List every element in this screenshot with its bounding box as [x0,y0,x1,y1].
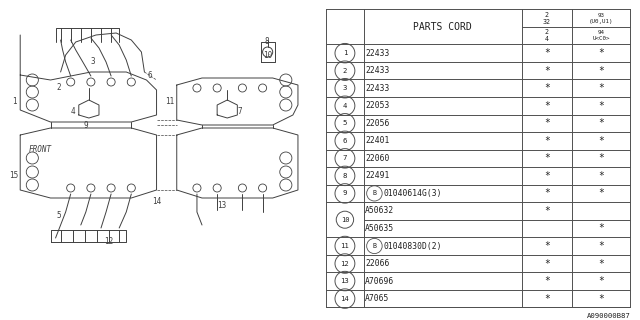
Text: A50635: A50635 [365,224,394,233]
Text: A7065: A7065 [365,294,390,303]
Text: 12: 12 [104,237,114,246]
Text: 1: 1 [343,50,347,56]
Text: *: * [544,136,550,146]
Text: B: B [372,243,376,249]
Text: *: * [598,66,604,76]
Text: *: * [544,276,550,286]
Text: A50632: A50632 [365,206,394,215]
Text: *: * [598,83,604,93]
Text: *: * [544,48,550,58]
Text: 22433: 22433 [365,49,390,58]
Text: 2: 2 [56,84,61,92]
Text: 5: 5 [343,120,347,126]
Text: 2
4: 2 4 [545,29,548,42]
Text: 22491: 22491 [365,172,390,180]
Text: 13: 13 [218,201,227,210]
Text: 01040614G(3): 01040614G(3) [384,189,442,198]
Text: 5: 5 [56,211,61,220]
Text: *: * [544,188,550,198]
Text: 11: 11 [165,98,174,107]
Text: B: B [372,190,376,196]
Text: *: * [598,48,604,58]
Text: *: * [598,223,604,234]
Text: 22060: 22060 [365,154,390,163]
Text: 94
U<C0>: 94 U<C0> [592,30,610,41]
Text: 14: 14 [340,296,349,301]
Text: 15: 15 [10,171,19,180]
Text: 9: 9 [343,190,347,196]
Text: *: * [598,153,604,163]
Text: 2
32: 2 32 [543,12,550,25]
Text: 3: 3 [91,58,95,67]
Text: 9: 9 [84,121,88,130]
Text: 01040830D(2): 01040830D(2) [384,242,442,251]
Text: 11: 11 [340,243,349,249]
Text: FRONT: FRONT [28,145,51,154]
Text: 6: 6 [147,71,152,81]
Text: *: * [544,241,550,251]
Text: *: * [598,136,604,146]
Text: *: * [598,171,604,181]
Text: 10: 10 [263,51,272,60]
Text: 22401: 22401 [365,136,390,145]
Text: *: * [598,293,604,304]
Text: 13: 13 [340,278,349,284]
Text: *: * [598,259,604,268]
Text: 8: 8 [343,173,347,179]
Text: 2: 2 [343,68,347,74]
Text: 4: 4 [70,108,75,116]
Text: *: * [598,101,604,111]
Text: *: * [598,118,604,128]
Text: 1: 1 [12,98,17,107]
Text: *: * [544,101,550,111]
Text: 22066: 22066 [365,259,390,268]
Text: 22053: 22053 [365,101,390,110]
Text: *: * [544,206,550,216]
Text: 14: 14 [152,197,161,206]
Text: 22433: 22433 [365,84,390,93]
Text: 93
(U0,U1): 93 (U0,U1) [589,13,613,24]
Text: A70696: A70696 [365,276,394,285]
Text: 22433: 22433 [365,66,390,75]
Text: *: * [544,171,550,181]
Text: 7: 7 [237,108,242,116]
Text: *: * [598,241,604,251]
Text: *: * [544,83,550,93]
Text: *: * [544,153,550,163]
Text: *: * [598,188,604,198]
Text: 3: 3 [343,85,347,91]
Text: PARTS CORD: PARTS CORD [413,22,472,32]
Text: 12: 12 [340,260,349,267]
Text: *: * [544,293,550,304]
Text: *: * [544,259,550,268]
Text: 22056: 22056 [365,119,390,128]
Text: *: * [544,66,550,76]
Text: 6: 6 [343,138,347,144]
Text: 8: 8 [264,37,269,46]
Text: 10: 10 [340,217,349,223]
Text: 4: 4 [343,103,347,109]
Text: 7: 7 [343,155,347,161]
Text: A090000B87: A090000B87 [587,314,630,319]
Text: *: * [544,118,550,128]
Text: *: * [598,276,604,286]
